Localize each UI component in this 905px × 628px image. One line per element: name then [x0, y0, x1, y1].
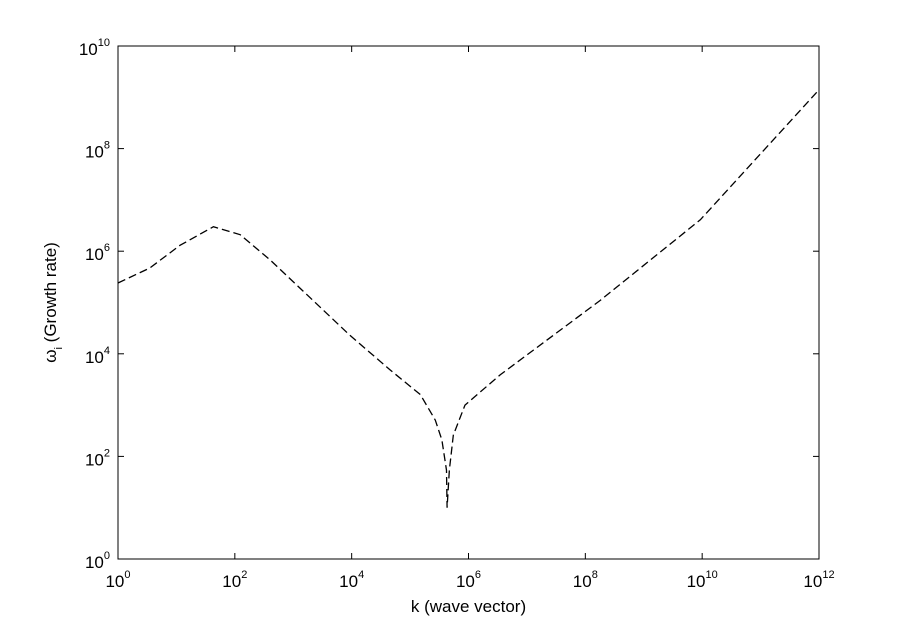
y-axis-label: ωi (Growth rate) — [41, 242, 65, 363]
tick-base: 10 — [456, 572, 475, 591]
tick-label: 1010 — [79, 37, 110, 59]
tick-label: 104 — [339, 569, 364, 591]
tick-exponent: 8 — [104, 140, 110, 152]
tick-base: 10 — [803, 572, 822, 591]
tick-exponent: 8 — [592, 569, 598, 581]
tick-exponent: 0 — [124, 569, 130, 581]
tick-exponent: 2 — [104, 447, 110, 459]
y-label-symbol: ω — [41, 350, 60, 363]
tick-base: 10 — [85, 143, 104, 162]
y-label-text: (Growth rate) — [41, 242, 60, 342]
tick-label: 108 — [85, 140, 110, 162]
tick-base: 10 — [222, 572, 241, 591]
tick-label: 108 — [573, 569, 598, 591]
tick-exponent: 10 — [706, 569, 718, 581]
tick-exponent: 10 — [98, 37, 110, 49]
tick-label: 106 — [85, 242, 110, 264]
tick-label: 100 — [105, 569, 130, 591]
tick-label: 1012 — [803, 569, 834, 591]
data-line — [117, 89, 820, 508]
y-label-subscript: i — [53, 347, 65, 349]
tick-exponent: 12 — [822, 569, 834, 581]
tick-exponent: 4 — [358, 569, 364, 581]
tick-label: 104 — [85, 345, 110, 367]
tick-label: 106 — [456, 569, 481, 591]
tick-exponent: 6 — [475, 569, 481, 581]
tick-exponent: 0 — [104, 550, 110, 562]
tick-label: 102 — [222, 569, 247, 591]
tick-base: 10 — [85, 348, 104, 367]
tick-base: 10 — [85, 450, 104, 469]
tick-label: 102 — [85, 447, 110, 469]
tick-base: 10 — [339, 572, 358, 591]
tick-base: 10 — [85, 553, 104, 572]
tick-base: 10 — [105, 572, 124, 591]
x-axis-label: k (wave vector) — [411, 597, 526, 616]
tick-exponent: 4 — [104, 345, 110, 357]
tick-base: 10 — [573, 572, 592, 591]
tick-label: 1010 — [687, 569, 718, 591]
tick-exponent: 2 — [241, 569, 247, 581]
tick-exponent: 6 — [104, 242, 110, 254]
tick-label: 100 — [85, 550, 110, 572]
tick-base: 10 — [79, 40, 98, 59]
tick-base: 10 — [85, 245, 104, 264]
tick-base: 10 — [687, 572, 706, 591]
